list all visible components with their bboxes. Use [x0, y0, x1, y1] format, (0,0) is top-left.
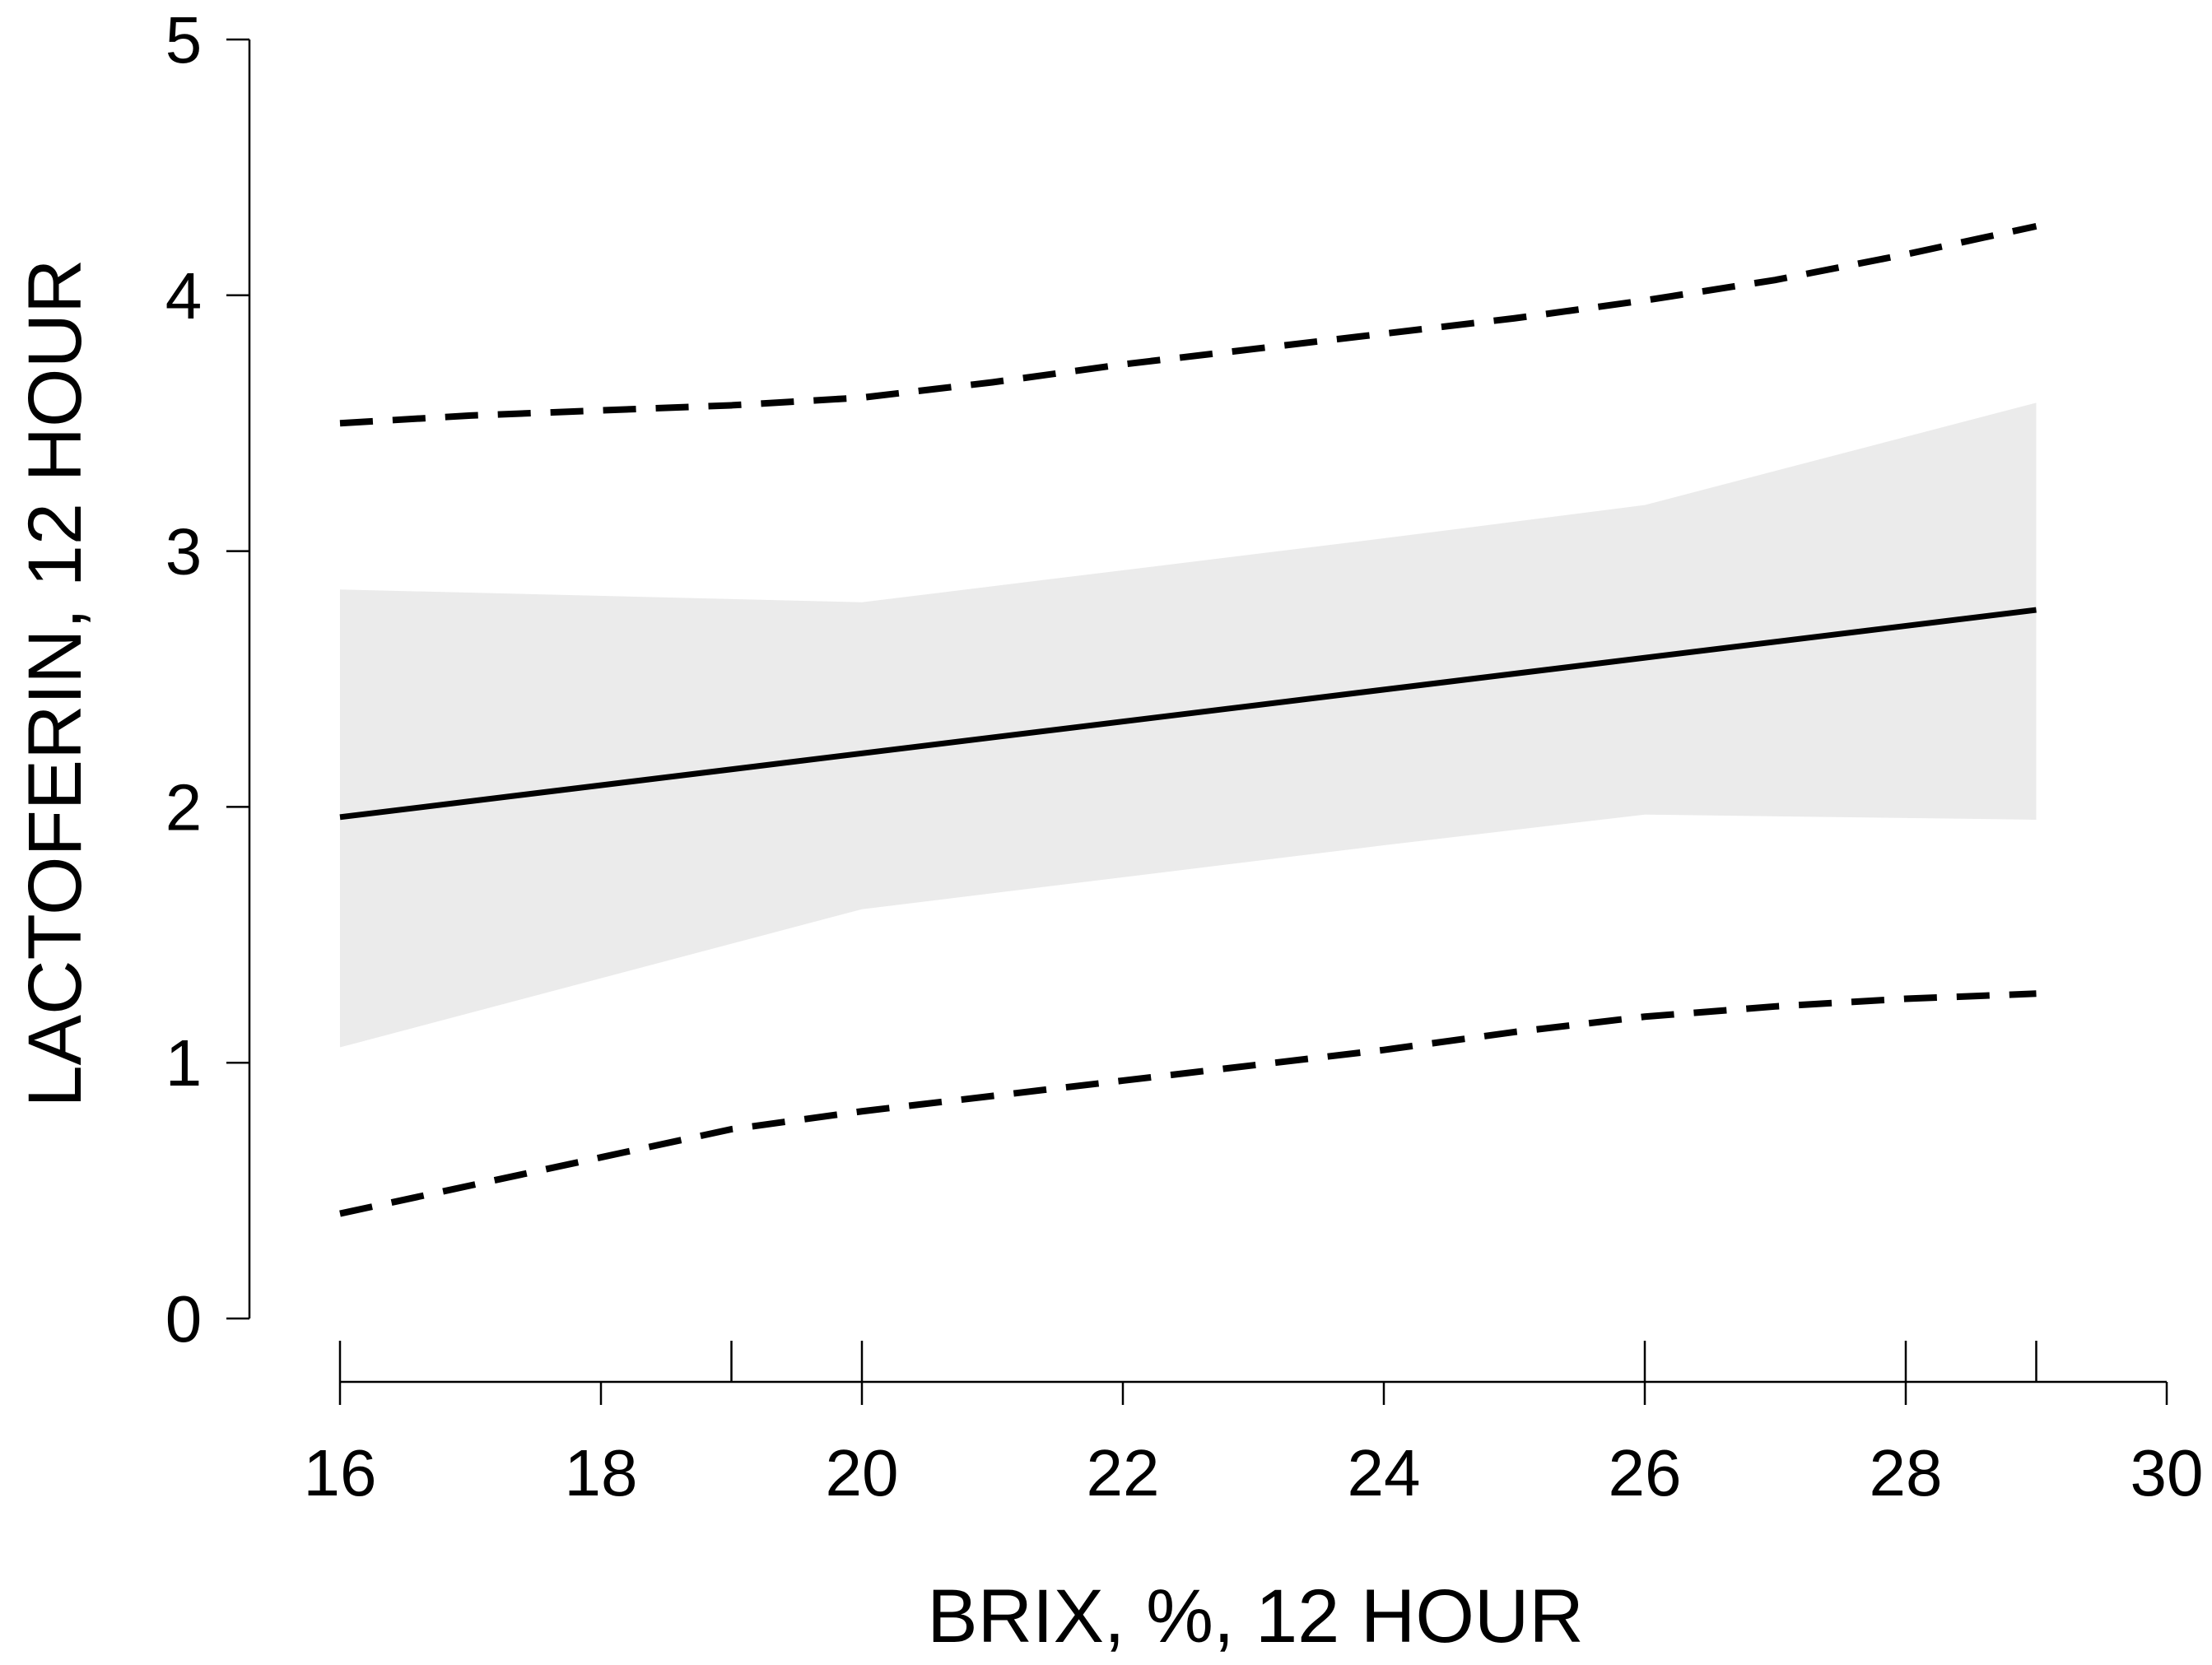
y-tick-label: 3 [165, 515, 203, 588]
lower-prediction-line [339, 990, 2037, 1217]
x-tick-label: 16 [304, 1436, 377, 1509]
y-tick-label: 5 [165, 3, 203, 77]
x-tick-label: 30 [2131, 1436, 2204, 1509]
y-tick-label: 1 [165, 1026, 203, 1100]
confidence-band [340, 402, 2037, 1048]
upper-prediction-line [339, 222, 2037, 427]
x-tick-label: 18 [565, 1436, 638, 1509]
line-layer [339, 222, 2037, 1217]
x-tick-label: 20 [826, 1436, 899, 1509]
fit-line [339, 607, 2037, 821]
x-tick-label: 24 [1348, 1436, 1421, 1509]
confidence-band-layer [340, 402, 2037, 1048]
y-tick-label: 0 [165, 1282, 203, 1356]
x-tick-label: 26 [1609, 1436, 1682, 1509]
axes-layer: 0 1 2 3 4 5 16 18 20 22 24 26 28 30 [165, 3, 2204, 1509]
x-tick-label: 28 [1870, 1436, 1943, 1509]
x-axis-title: BRIX, %, 12 HOUR [927, 1574, 1584, 1658]
labels-layer: BRIX, %, 12 HOUR LACTOFERIN, 12 HOUR [13, 259, 1584, 1658]
x-tick-label: 22 [1087, 1436, 1160, 1509]
y-tick-label: 2 [165, 770, 203, 844]
y-axis-title: LACTOFERIN, 12 HOUR [13, 259, 97, 1108]
y-tick-label: 4 [165, 259, 203, 333]
